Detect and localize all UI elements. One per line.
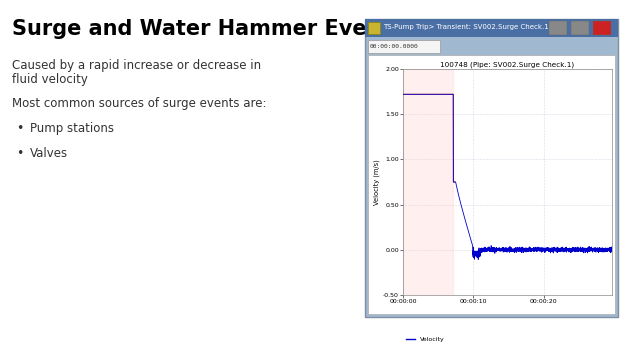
Bar [571,21,589,35]
Text: Valves: Valves [30,147,68,160]
Bar [368,55,615,314]
Text: Surge and Water Hammer Events: Surge and Water Hammer Events [12,19,404,39]
Legend: Velocity: Velocity [403,335,447,345]
Bar [403,69,454,295]
Text: Caused by a rapid increase or decrease in: Caused by a rapid increase or decrease i… [12,59,261,72]
Bar [368,22,380,34]
Text: TS-Pump Trip> Transient: SV002.Surge Check.1: TS-Pump Trip> Transient: SV002.Surge Che… [383,24,549,30]
Bar [549,21,567,35]
Bar [365,19,618,37]
Text: Most common sources of surge events are:: Most common sources of surge events are: [12,97,267,110]
Text: Pump stations: Pump stations [30,122,114,135]
Text: 00:00:00.0000: 00:00:00.0000 [370,43,419,49]
Text: fluid velocity: fluid velocity [12,73,88,86]
Bar [365,19,618,317]
Y-axis label: Velocity (m/s): Velocity (m/s) [374,159,380,205]
Text: •: • [16,122,24,135]
Bar [368,40,440,53]
Bar [593,21,611,35]
Text: •: • [16,147,24,160]
Title: 100748 (Pipe: SV002.Surge Check.1): 100748 (Pipe: SV002.Surge Check.1) [440,61,574,68]
